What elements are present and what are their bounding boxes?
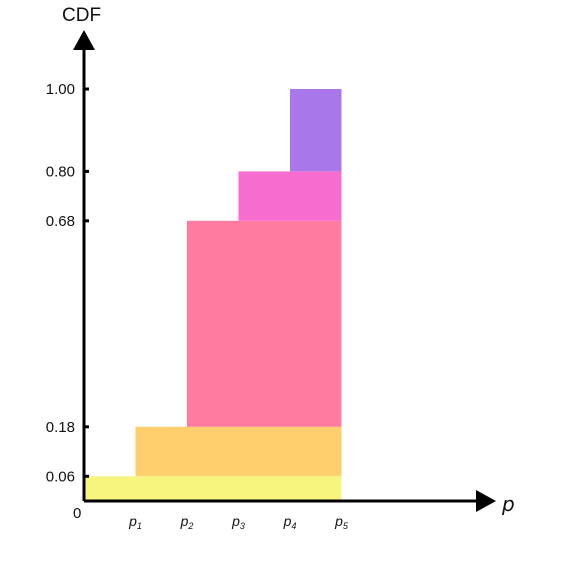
- x-tick-label: p4: [283, 513, 297, 531]
- y-tick-label: 0.18: [46, 419, 75, 436]
- x-tick-label-base: p: [231, 513, 240, 529]
- origin-label: 0: [73, 505, 81, 522]
- band-2: [135, 426, 342, 477]
- y-tick-label: 0.68: [46, 213, 75, 230]
- x-tick-label-base: p: [180, 513, 189, 529]
- y-tick-label: 0.06: [46, 468, 75, 485]
- x-tick-label-sub: 5: [343, 521, 349, 531]
- band-1: [84, 476, 342, 501]
- y-axis-title: CDF: [62, 5, 101, 26]
- x-tick-label: p3: [231, 513, 245, 531]
- x-tick-label-base: p: [128, 513, 137, 529]
- x-tick-label-sub: 4: [291, 521, 296, 531]
- band-3: [187, 220, 342, 427]
- x-ticks: p1 p2 p3 p4 p5: [128, 513, 349, 531]
- y-tick-label: 0.80: [46, 163, 75, 180]
- x-tick-label: p5: [334, 513, 349, 531]
- x-tick-label: p2: [180, 513, 194, 531]
- y-ticks: 0.06 0.18 0.68 0.80 1.00: [46, 81, 89, 485]
- band-5: [290, 89, 342, 172]
- x-axis-arrow: [476, 490, 496, 512]
- x-tick-label-sub: 3: [240, 521, 245, 531]
- x-tick-label-base: p: [283, 513, 292, 529]
- x-axis-title: p: [501, 492, 515, 516]
- x-tick-label: p1: [128, 513, 142, 531]
- band-4: [238, 171, 342, 221]
- x-tick-label-sub: 2: [187, 521, 193, 531]
- y-axis-arrow: [73, 30, 95, 50]
- y-tick-label: 1.00: [46, 81, 75, 98]
- x-tick-label-base: p: [334, 513, 343, 529]
- cdf-bands: [84, 89, 342, 501]
- x-tick-label-sub: 1: [137, 521, 142, 531]
